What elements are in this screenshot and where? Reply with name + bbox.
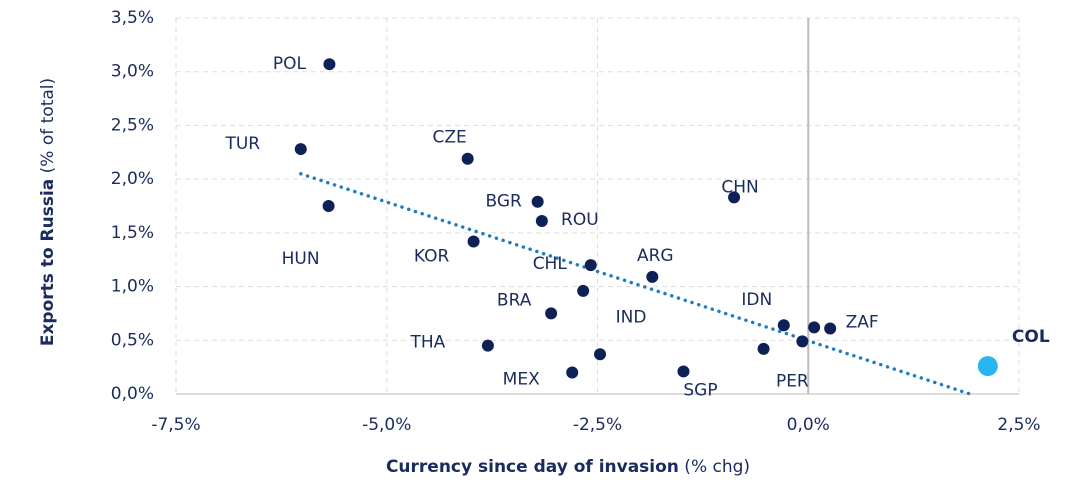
point [808,321,821,334]
y-tick-label: 0,5% [111,330,154,350]
point-label: POL [273,54,307,74]
point [566,366,579,379]
point [977,356,998,377]
point [777,319,790,332]
y-tick-label: 3,5% [111,8,154,28]
point [824,322,837,335]
point-label: MEX [503,370,540,390]
point-label: ARG [637,246,674,266]
point [728,191,741,204]
trendline [299,172,972,396]
x-axis-label-bold: Currency since day of invasion [386,457,679,477]
point [461,152,474,165]
y-axis-label-bold: Exports to Russia [38,179,58,346]
y-tick-label: 2,0% [111,169,154,189]
point-label: THA [410,333,446,353]
point [322,200,335,212]
point [594,348,607,361]
point [481,339,494,352]
point [531,195,544,208]
point-label: COL [1012,327,1050,347]
x-tick-label: 0,0% [787,415,830,435]
point-label: BRA [497,290,532,310]
x-axis-label-rest: (% chg) [679,457,750,477]
point-label: SGP [683,380,717,400]
y-tick-label: 1,5% [111,223,154,243]
point-label: CZE [433,128,467,148]
x-tick-label: -7,5% [151,415,200,435]
x-tick-label: 2,5% [997,415,1040,435]
y-axis-label: Exports to Russia (% of total) [38,78,58,346]
point [323,58,336,71]
x-tick-label: -5,0% [362,415,411,435]
point-label: IDN [741,290,772,310]
point [796,335,809,348]
y-axis-label-rest: (% of total) [38,78,58,179]
point [545,307,558,320]
y-tick-label: 0,0% [111,384,154,404]
point-label: CHN [721,177,758,197]
point [535,215,548,228]
point [467,235,480,248]
point-label: TUR [224,134,260,154]
point-label: IND [616,307,647,327]
point [584,259,597,272]
point [577,284,590,297]
y-tick-label: 2,5% [111,115,154,135]
point-label: HUN [282,249,320,269]
point-label: KOR [414,246,450,266]
point-label: BGR [485,192,522,212]
point [757,342,770,355]
point [677,365,690,378]
x-tick-label: -2,5% [573,415,622,435]
point-label: CHL [533,254,568,274]
y-tick-label: 3,0% [111,62,154,82]
point [294,143,307,156]
point [646,270,659,283]
point-label: ROU [561,210,599,230]
point-label: PER [776,371,809,391]
x-axis-label: Currency since day of invasion (% chg) [386,457,750,477]
point-label: ZAF [846,312,879,332]
y-tick-label: 1,0% [111,277,154,297]
